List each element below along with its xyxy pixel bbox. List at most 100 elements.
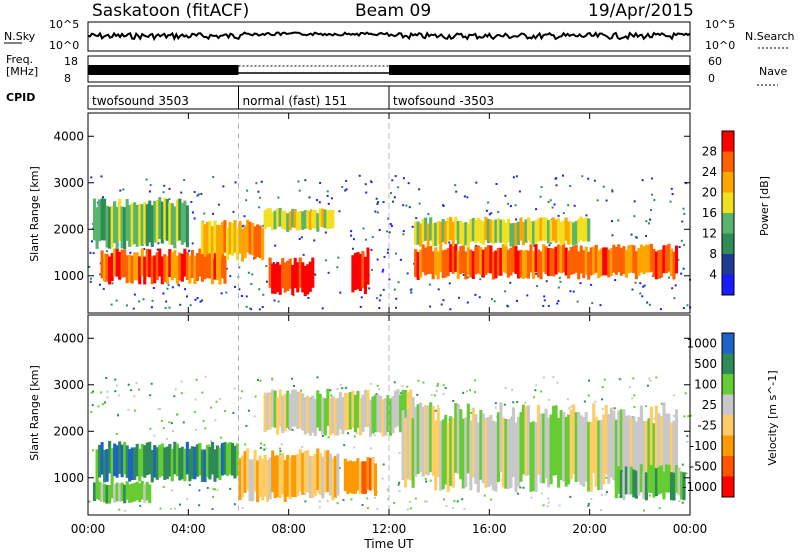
band-5-cell	[652, 423, 656, 493]
band-0-cell	[230, 443, 235, 476]
speckle	[416, 393, 419, 396]
band-6-cell	[419, 223, 423, 247]
band-5-cell	[539, 413, 543, 484]
band-5-cell	[521, 250, 526, 279]
band-6-cell	[562, 220, 566, 245]
speckle	[467, 276, 470, 279]
colorbar-swatch	[722, 374, 734, 395]
speckle	[277, 196, 280, 199]
speckle	[601, 386, 604, 389]
speckle	[489, 498, 492, 501]
band-0-cell	[118, 251, 122, 280]
colorbar-swatch	[722, 131, 734, 152]
speckle	[245, 295, 248, 298]
band-5-cell	[592, 403, 596, 474]
band-5-cell	[617, 244, 621, 273]
speckle	[415, 217, 418, 220]
cpid-segments: twofsound 3503 normal (fast) 151 twofsound…	[92, 86, 494, 109]
speckle	[442, 204, 445, 207]
nsky-y-hi: 10^5	[49, 18, 79, 31]
speckle	[549, 199, 552, 202]
nsky-trace	[87, 31, 691, 42]
colorbar-tick-label: 500	[694, 357, 717, 371]
band-3-cell	[273, 390, 277, 428]
band-0-cell	[178, 252, 182, 281]
band-5-cell	[559, 245, 563, 274]
band-5-cell	[511, 407, 516, 478]
band-2-cell	[271, 211, 275, 231]
band-5-cell	[431, 405, 435, 476]
speckle	[530, 496, 533, 499]
speckle	[596, 199, 599, 202]
band-1-cell	[238, 220, 242, 254]
speckle	[388, 231, 391, 234]
band-3-cell	[313, 398, 317, 437]
speckle	[185, 295, 188, 298]
band-7-cell	[148, 200, 152, 243]
band-2-cell	[283, 460, 287, 502]
speckle	[566, 398, 569, 401]
speckle	[533, 396, 536, 399]
speckle	[177, 283, 180, 286]
power-data-layer	[88, 113, 692, 313]
band-0-cell	[228, 442, 232, 475]
speckle	[273, 299, 276, 302]
velocity-colorbar: 1000 500 100 25 -25 -100 -500 -1000	[682, 332, 735, 498]
band-5-cell	[667, 413, 671, 484]
band-4-cell	[356, 251, 360, 290]
speckle	[195, 429, 198, 432]
band-7-cell	[145, 204, 149, 247]
speckle	[324, 231, 327, 234]
band-2-cell	[256, 460, 260, 503]
speckle	[591, 302, 594, 305]
speckle	[149, 427, 152, 430]
speckle	[188, 249, 191, 252]
speckle	[157, 407, 160, 410]
speckle	[433, 394, 436, 397]
colorbar-swatch	[722, 394, 734, 415]
band-1-cell	[220, 221, 225, 255]
speckle	[151, 299, 154, 302]
speckle	[643, 509, 646, 512]
speckle	[645, 405, 648, 408]
speckle	[241, 390, 244, 393]
speckle	[318, 500, 321, 503]
band-3-cell	[273, 263, 277, 294]
speckle	[350, 230, 353, 233]
speckle	[514, 204, 517, 207]
speckle	[204, 427, 207, 430]
speckle	[448, 241, 451, 244]
nsearch-y-hi: 10^5	[705, 18, 735, 31]
band-5-cell	[431, 251, 435, 280]
speckle	[519, 486, 522, 489]
band-6-cell	[424, 217, 428, 241]
band-7-cell	[103, 198, 107, 241]
speckle	[540, 492, 543, 495]
speckle	[650, 177, 653, 180]
speckle	[542, 376, 545, 379]
band-5-cell	[436, 251, 440, 280]
speckle	[149, 394, 152, 397]
band-5-cell	[524, 406, 528, 476]
speckle	[680, 239, 683, 242]
band-2-cell	[328, 453, 332, 496]
speckle	[369, 382, 372, 385]
band-7-cell	[135, 204, 139, 247]
speckle	[376, 201, 379, 204]
speckle	[504, 386, 507, 389]
band-5-cell	[481, 413, 485, 484]
band-6-cell	[547, 220, 551, 244]
band-5-cell	[519, 249, 523, 278]
band-5-cell	[496, 412, 500, 483]
band-6-cell	[677, 467, 681, 496]
band-0-cell	[195, 253, 199, 281]
nave-y-lo: 0	[708, 72, 715, 85]
speckle	[224, 409, 227, 412]
speckle	[673, 297, 676, 300]
band-2-cell	[276, 455, 280, 498]
speckle	[678, 500, 681, 503]
speckle	[193, 217, 196, 220]
speckle	[374, 210, 377, 213]
speckle	[455, 190, 458, 193]
speckle	[658, 507, 661, 510]
